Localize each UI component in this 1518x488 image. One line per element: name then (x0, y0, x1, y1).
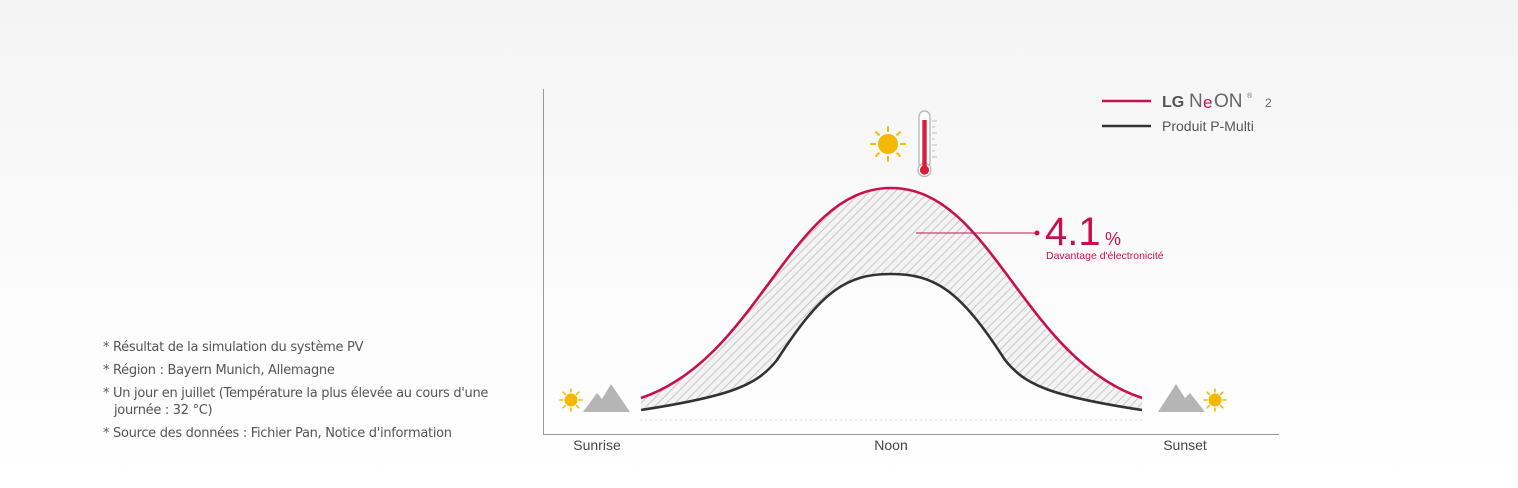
sunrise-sun-icon (559, 388, 583, 412)
legend-label-p-multi: Produit P-Multi (1162, 118, 1254, 134)
legend-product-gen: 2 (1265, 96, 1272, 110)
legend-product-on: ON (1214, 91, 1243, 112)
footnotes: * Résultat de la simulation du système P… (103, 339, 503, 448)
legend-registered: ® (1247, 92, 1253, 100)
x-tick-label-sunset: Sunset (1163, 437, 1207, 453)
sunset-sun-icon (1203, 388, 1227, 412)
advantage-area (641, 188, 1142, 410)
legend-brand: LG (1162, 94, 1184, 111)
footnote: * Région : Bayern Munich, Allemagne (103, 363, 335, 378)
legend-product-n: N (1189, 91, 1203, 112)
sunrise-mountain-icon (583, 384, 630, 412)
annotation-dot (1034, 230, 1040, 236)
thermometer-icon (917, 110, 937, 178)
series-line-p-multi (640, 272, 1143, 412)
footnote: * Source des données : Fichier Pan, Noti… (103, 426, 452, 441)
x-tick-label-sunrise: Sunrise (573, 437, 621, 453)
annotation-label: Davantage d'électronicité (1046, 250, 1164, 262)
sun-icon (870, 126, 906, 162)
annotation-value: 4.1 (1045, 210, 1101, 254)
x-tick-label-noon: Noon (874, 437, 907, 453)
series-line-neon2 (640, 186, 1143, 400)
legend: LG N e ON ® 2 Produit P-Multi (1102, 91, 1272, 134)
annotation-unit: % (1105, 229, 1121, 249)
sunset-mountain-icon (1158, 384, 1205, 412)
legend-product-e: e (1203, 93, 1212, 112)
footnote: * Un jour en juillet (Température la plu… (103, 386, 489, 418)
footnote: * Résultat de la simulation du système P… (103, 340, 364, 355)
